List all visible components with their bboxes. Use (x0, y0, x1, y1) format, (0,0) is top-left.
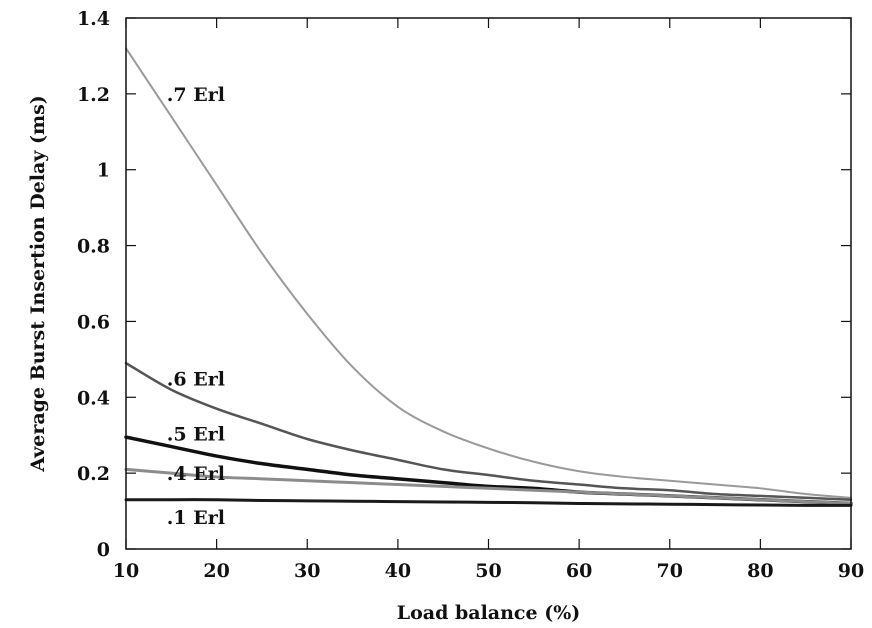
x-tick-label: 10 (113, 560, 139, 582)
x-axis-title: Load balance (%) (397, 602, 581, 624)
series-line-7-erl (125, 47, 852, 499)
x-tick-label: 20 (203, 560, 229, 582)
series-label: .1 Erl (167, 507, 225, 529)
x-tick-label: 70 (657, 560, 683, 582)
x-tick-label: 80 (747, 560, 773, 582)
x-tick-label: 30 (294, 560, 320, 582)
series-line-6-erl (124, 361, 853, 501)
x-tick-label: 50 (475, 560, 501, 582)
x-tick-label: 40 (385, 560, 411, 582)
series-labels: .7 Erl .6 Erl .5 Erl .4 Erl .1 Erl (167, 84, 225, 529)
y-tick-label: 1 (97, 160, 110, 182)
y-tick-label: 0.8 (77, 236, 110, 258)
y-tick-label: 1.2 (77, 84, 110, 106)
y-tick-label: 0 (97, 539, 110, 561)
series-label: .7 Erl (167, 84, 225, 106)
y-tick-label: 0.4 (77, 387, 110, 409)
series-label: .4 Erl (167, 463, 225, 485)
series-layer (124, 47, 853, 507)
plot-frame (125, 17, 852, 550)
y-axis-title: Average Burst Insertion Delay (ms) (27, 95, 49, 473)
y-tick-label: 0.2 (77, 463, 110, 485)
series-label: .5 Erl (167, 423, 225, 445)
x-tick-label: 90 (838, 560, 864, 582)
series-line-4-erl (124, 467, 853, 505)
ticks-layer: 10 20 30 40 50 60 70 80 90 0 0.2 0.4 0.6 0.8 1 1.2 1.4 (77, 8, 864, 582)
series-label: .6 Erl (167, 368, 225, 390)
x-tick-label: 60 (566, 560, 592, 582)
y-tick-label: 1.4 (77, 8, 110, 30)
series-line-5-erl (124, 435, 853, 506)
series-line-1-erl (124, 498, 853, 507)
y-tick-label: 0.6 (77, 311, 110, 333)
